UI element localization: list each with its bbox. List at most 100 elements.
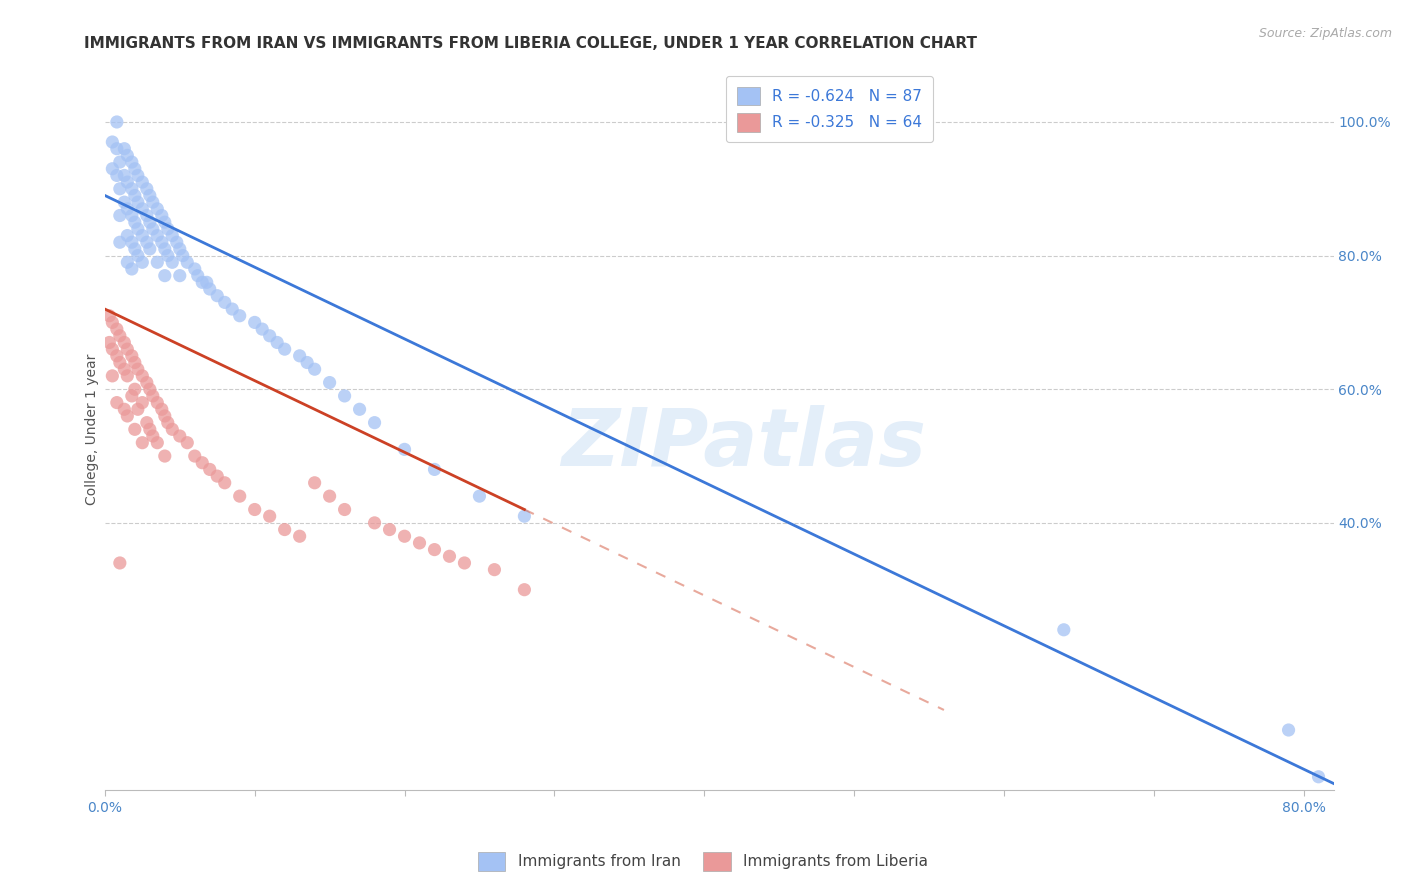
Legend: R = -0.624   N = 87, R = -0.325   N = 64: R = -0.624 N = 87, R = -0.325 N = 64 <box>725 76 932 143</box>
Point <box>243 502 266 516</box>
Text: Source: ZipAtlas.com: Source: ZipAtlas.com <box>1258 27 1392 40</box>
Point <box>363 416 385 430</box>
Point <box>124 382 146 396</box>
Point <box>135 235 157 250</box>
Point <box>363 516 385 530</box>
Legend: Immigrants from Iran, Immigrants from Liberia: Immigrants from Iran, Immigrants from Li… <box>468 843 938 880</box>
Point <box>273 523 295 537</box>
Point <box>146 228 169 243</box>
Point <box>127 249 149 263</box>
Point <box>191 456 214 470</box>
Point <box>198 462 221 476</box>
Point <box>288 349 311 363</box>
Point <box>105 169 128 183</box>
Point <box>117 148 139 162</box>
Point <box>142 389 165 403</box>
Point <box>124 161 146 176</box>
Point <box>304 362 326 376</box>
Point <box>101 161 124 176</box>
Point <box>124 215 146 229</box>
Point <box>139 188 162 202</box>
Point <box>98 309 121 323</box>
Point <box>108 182 131 196</box>
Point <box>135 376 157 390</box>
Point <box>112 142 135 156</box>
Point <box>112 195 135 210</box>
Point <box>166 235 188 250</box>
Point <box>513 509 536 524</box>
Point <box>121 209 143 223</box>
Point <box>131 368 153 383</box>
Point <box>121 262 143 277</box>
Point <box>117 342 139 356</box>
Point <box>513 582 536 597</box>
Point <box>195 276 218 290</box>
Point <box>156 249 179 263</box>
Point <box>108 328 131 343</box>
Point <box>112 169 135 183</box>
Point <box>214 475 236 490</box>
Point <box>124 188 146 202</box>
Point <box>153 268 176 283</box>
Point <box>214 295 236 310</box>
Point <box>153 409 176 423</box>
Point <box>333 389 356 403</box>
Point <box>468 489 491 503</box>
Point <box>259 328 281 343</box>
Point <box>453 556 475 570</box>
Point <box>408 536 430 550</box>
Y-axis label: College, Under 1 year: College, Under 1 year <box>86 353 100 505</box>
Point <box>101 368 124 383</box>
Point <box>187 268 209 283</box>
Point <box>378 523 401 537</box>
Point <box>121 389 143 403</box>
Point <box>162 255 184 269</box>
Point <box>207 288 229 302</box>
Point <box>124 242 146 256</box>
Point <box>117 202 139 216</box>
Point <box>169 429 191 443</box>
Point <box>176 435 198 450</box>
Point <box>108 556 131 570</box>
Point <box>101 135 124 149</box>
Point <box>139 422 162 436</box>
Point <box>273 342 295 356</box>
Point <box>146 255 169 269</box>
Point <box>105 395 128 409</box>
Point <box>162 228 184 243</box>
Point <box>112 362 135 376</box>
Point <box>135 416 157 430</box>
Point <box>127 169 149 183</box>
Point <box>121 235 143 250</box>
Point <box>108 235 131 250</box>
Point <box>127 222 149 236</box>
Point <box>101 315 124 329</box>
Point <box>153 242 176 256</box>
Point <box>131 395 153 409</box>
Point <box>121 349 143 363</box>
Point <box>146 202 169 216</box>
Point <box>117 368 139 383</box>
Point <box>304 475 326 490</box>
Point <box>198 282 221 296</box>
Point <box>266 335 288 350</box>
Point <box>101 342 124 356</box>
Point <box>121 155 143 169</box>
Point <box>108 209 131 223</box>
Point <box>105 142 128 156</box>
Point <box>98 335 121 350</box>
Point <box>191 276 214 290</box>
Point <box>156 416 179 430</box>
Point <box>131 202 153 216</box>
Point <box>121 182 143 196</box>
Point <box>439 549 461 564</box>
Point <box>131 175 153 189</box>
Point <box>1308 770 1330 784</box>
Point <box>228 489 250 503</box>
Point <box>1053 623 1076 637</box>
Point <box>394 529 416 543</box>
Point <box>162 422 184 436</box>
Point <box>259 509 281 524</box>
Point <box>127 195 149 210</box>
Point <box>333 502 356 516</box>
